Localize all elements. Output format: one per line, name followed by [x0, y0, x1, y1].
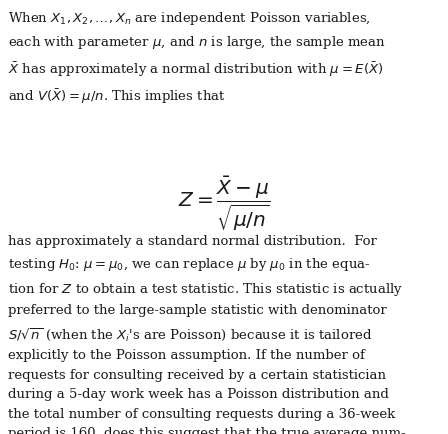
Text: When $X_1, X_2,\ldots, X_n$ are independent Poisson variables,
each with paramet: When $X_1, X_2,\ldots, X_n$ are independ… — [8, 10, 386, 106]
Text: $Z = \dfrac{\bar{X} - \mu}{\sqrt{\mu/n}}$: $Z = \dfrac{\bar{X} - \mu}{\sqrt{\mu/n}}… — [178, 174, 270, 233]
Text: has approximately a standard normal distribution.  For
testing $H_0$: $\mu = \mu: has approximately a standard normal dist… — [8, 235, 406, 434]
